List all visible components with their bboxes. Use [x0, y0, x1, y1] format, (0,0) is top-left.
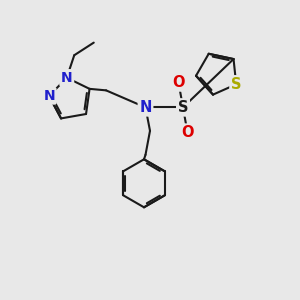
- Text: N: N: [139, 100, 152, 115]
- Text: N: N: [43, 89, 55, 103]
- Text: O: O: [172, 75, 185, 90]
- Text: S: S: [231, 77, 242, 92]
- Text: O: O: [181, 125, 194, 140]
- Text: S: S: [178, 100, 188, 115]
- Text: N: N: [61, 71, 73, 85]
